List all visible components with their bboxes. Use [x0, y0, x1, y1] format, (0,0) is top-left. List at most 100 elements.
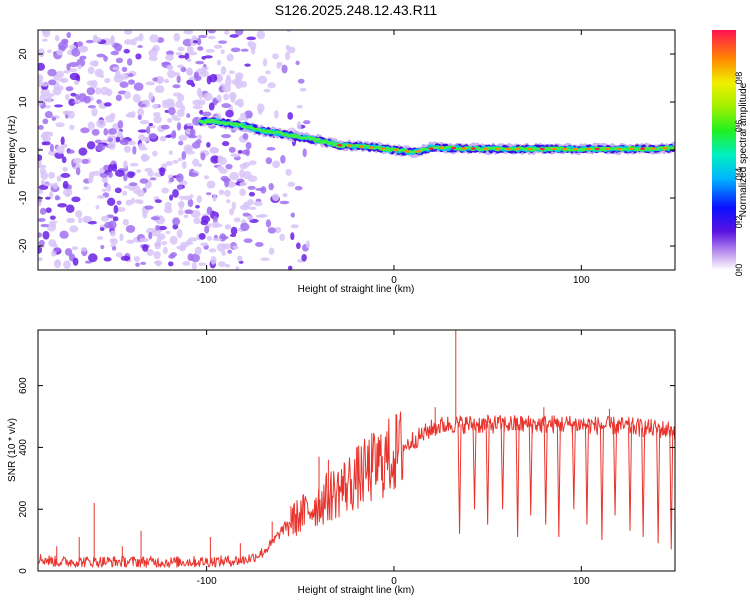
snr-dropout: [599, 425, 604, 541]
spectrogram-noise-blob: [139, 147, 148, 151]
spectrogram-noise-blob: [224, 77, 232, 87]
spectrogram-noise-blob: [99, 172, 108, 178]
spectrogram-noise-blob: [43, 183, 54, 187]
spectrogram-noise-blob: [62, 166, 68, 172]
spectrogram-noise-blob: [230, 47, 241, 53]
spectrogram-noise-blob: [235, 30, 244, 36]
spectrogram-noise-blob: [227, 249, 233, 254]
spectrogram-noise-blob: [210, 255, 217, 265]
spectrogram-noise-blob: [240, 112, 247, 119]
spectrogram-noise-blob: [287, 181, 296, 187]
spectrogram-noise-blob: [79, 55, 87, 60]
spectrogram-noise-blob: [200, 220, 209, 226]
spectrogram-noise-blob: [71, 246, 78, 251]
spectrogram-noise-blob: [164, 201, 172, 210]
spectrogram-noise-blob: [220, 66, 227, 75]
spectrogram-noise-blob: [116, 206, 126, 212]
spectrogram-noise-blob: [130, 38, 137, 46]
spectrogram-noise-blob: [54, 35, 60, 42]
spectrogram-noise-blob: [246, 215, 254, 221]
spectrogram-noise-blob: [274, 110, 279, 119]
spectrogram-ridge-segment: [474, 146, 481, 149]
spectrogram-noise-blob: [198, 262, 207, 266]
spectrogram-noise-blob: [146, 125, 151, 135]
spectrogram-noise-blob: [198, 233, 206, 240]
spectrogram-ridge-segment: [313, 139, 319, 143]
spectrogram-ridge-segment: [385, 147, 391, 150]
spectrogram-noise-blob: [195, 139, 202, 144]
spectrogram-ridge-peak: [505, 147, 511, 151]
spectrogram-noise-blob: [161, 241, 168, 246]
spectrogram-noise-blob: [168, 261, 174, 267]
colorbar-tick-label: 0.6: [734, 120, 744, 133]
spectrogram-noise-blob: [305, 240, 310, 249]
spectrogram-ridge-peak: [438, 146, 444, 149]
spectrogram-ridge: [198, 115, 675, 159]
spectrogram-noise-blob: [85, 39, 94, 44]
spectrogram-noise-blob: [65, 86, 74, 92]
spectrogram-noise-blob: [83, 217, 90, 223]
spectrogram-noise-blob: [65, 204, 75, 213]
spectrogram-noise-blob: [272, 193, 280, 202]
spectrogram-noise-blob: [188, 51, 198, 56]
spectrogram-noise-blob: [89, 60, 99, 67]
spectrogram-noise-blob: [285, 51, 291, 61]
spectrogram-noise-blob: [120, 73, 129, 80]
spectrogram-noise-blob: [99, 227, 105, 232]
spectrogram-noise-blob: [186, 79, 194, 86]
spectrogram-noise-blob: [217, 156, 228, 166]
spectrogram-y-ticks: -20 -10 0 10 20: [18, 48, 675, 253]
spectrogram-noise-blob: [184, 209, 194, 215]
spectrogram-noise-blob: [176, 229, 183, 239]
spectrogram-noise-blob: [161, 187, 170, 194]
spectrogram-noise-blob: [96, 236, 104, 240]
spectrogram-noise-blob: [111, 163, 118, 172]
spectrogram-noise-blob: [166, 50, 174, 56]
spectrogram-noise-blob: [233, 217, 241, 223]
spectrogram-noise-blob: [112, 66, 120, 71]
spectrogram-noise-blob: [117, 120, 124, 129]
spectrogram-noise-blob: [225, 199, 231, 204]
spectrogram-noise-blob: [140, 154, 150, 162]
spectrogram-noise-blob: [81, 158, 89, 165]
spectrogram-noise-blob: [171, 114, 178, 119]
spectrogram-noise-blob: [52, 182, 58, 190]
spectrogram-noise-blob: [125, 199, 133, 206]
spectrogram-noise-blob: [104, 77, 111, 84]
spectrogram-ridge-peak: [662, 147, 668, 150]
spectrogram-noise-blob: [294, 185, 303, 191]
spectrogram-noise-blob: [48, 171, 55, 179]
spectrogram-noise-blob: [113, 43, 123, 52]
snr-dropout: [571, 424, 576, 510]
spectrogram-noise-blob: [135, 53, 142, 60]
spectrogram-noise-blob: [55, 122, 65, 128]
spectrogram-noise-blob: [196, 87, 202, 97]
spectrogram-noise-blob: [96, 53, 106, 58]
spectrogram-noise-blob: [40, 223, 49, 228]
spectrogram-noise-blob: [39, 207, 47, 215]
spectrogram-noise-blob: [228, 70, 235, 74]
spectrogram-noise-blob: [88, 171, 95, 179]
snr-dropout: [613, 425, 618, 516]
spectrogram-noise-blob: [41, 30, 51, 35]
spectrogram-ridge-peak: [461, 147, 467, 150]
spectrogram-noise-blob: [246, 36, 257, 41]
spectrogram-noise-blob: [287, 46, 296, 54]
spectrogram-noise-blob: [223, 93, 230, 101]
spectrogram-noise-blob: [115, 70, 121, 79]
spectrogram-noise-blob: [192, 40, 199, 44]
spectrogram-noise-blob: [107, 171, 113, 178]
spectrogram-noise-blob: [80, 127, 90, 134]
spectrogram-noise-blob: [178, 54, 186, 59]
spectrogram-noise-blob: [249, 160, 257, 166]
spectrogram-noise-blob: [229, 208, 235, 216]
spectrogram-noise-blob: [69, 124, 75, 130]
spectrogram-ridge-peak: [470, 147, 476, 150]
spectrogram-ridge-peak: [650, 147, 656, 150]
spectrogram-noise-blob: [165, 161, 173, 166]
spectrogram-noise-blob: [230, 226, 238, 235]
spectrogram-noise-blob: [100, 139, 109, 143]
spectrogram-noise-blob: [128, 73, 134, 78]
spectrogram-noise-blob: [137, 199, 144, 205]
spectrogram-noise-blob: [200, 152, 206, 161]
